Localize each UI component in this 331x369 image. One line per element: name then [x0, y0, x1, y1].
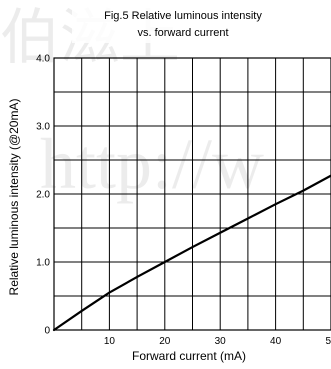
x-axis-title: Forward current (mA) [132, 349, 246, 363]
watermark-line-2: http://w [40, 124, 264, 204]
x-tick-label: 30 [215, 336, 227, 347]
y-tick-label: 2.0 [36, 190, 50, 201]
y-tick-label: 1.0 [36, 258, 50, 269]
grid [54, 58, 331, 330]
series-layer [52, 174, 331, 332]
y-axis-title: Relative luminous intensity (@20mA) [7, 99, 21, 296]
x-tick-label: 10 [104, 336, 116, 347]
tick-labels: 10 20 30 40 50 0 1.0 2.0 3.0 4.0 [36, 54, 331, 348]
title-background [72, 6, 294, 43]
x-tick-label: 20 [159, 336, 171, 347]
x-tick-label: 50 [325, 336, 331, 347]
x-tick-label: 40 [270, 336, 282, 347]
series-line [52, 174, 331, 332]
y-tick-label: 0 [44, 326, 50, 337]
chart-subtitle: vs. forward current [137, 27, 228, 39]
y-tick-label: 4.0 [36, 54, 50, 65]
plot-frame [53, 57, 331, 331]
y-tick-label: 3.0 [36, 122, 50, 133]
chart-title: Fig.5 Relative luminous intensity [104, 10, 262, 22]
